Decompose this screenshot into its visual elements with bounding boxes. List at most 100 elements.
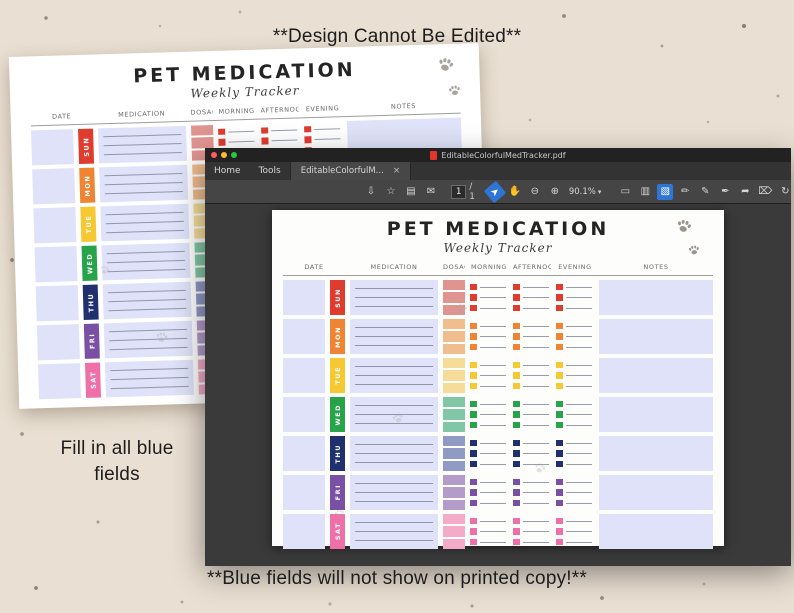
morning-checkbox[interactable]	[470, 421, 477, 429]
afternoon-checkbox[interactable]	[513, 499, 520, 507]
afternoon-checkbox[interactable]	[513, 372, 520, 379]
morning-checkbox[interactable]	[470, 528, 477, 535]
medication-field[interactable]	[350, 436, 438, 471]
evening-checkbox[interactable]	[556, 294, 563, 301]
notes-field[interactable]	[599, 436, 713, 471]
evening-checkbox[interactable]	[556, 322, 563, 330]
afternoon-checkbox[interactable]	[513, 450, 520, 457]
evening-checkbox[interactable]	[556, 489, 563, 496]
date-field[interactable]	[283, 475, 325, 510]
share-icon[interactable]: ➦	[741, 186, 750, 197]
afternoon-checkbox[interactable]	[513, 538, 520, 546]
star-icon[interactable]: ☆	[386, 186, 396, 197]
morning-checkbox[interactable]	[470, 460, 477, 468]
afternoon-checkbox[interactable]	[513, 478, 520, 486]
morning-checkbox[interactable]	[470, 478, 477, 486]
afternoon-checkbox[interactable]	[513, 411, 520, 418]
highlighter-icon[interactable]: ✎	[701, 186, 710, 197]
close-tab-icon[interactable]: ×	[392, 166, 401, 176]
morning-checkbox[interactable]	[470, 361, 477, 369]
morning-checkbox[interactable]	[470, 489, 477, 496]
afternoon-checkbox[interactable]	[513, 460, 520, 468]
close-window-button[interactable]	[211, 152, 217, 158]
evening-checkbox[interactable]	[556, 517, 563, 525]
document-tab[interactable]: EditableColorfulM... ×	[289, 162, 412, 180]
notes-field[interactable]	[599, 358, 713, 393]
afternoon-checkbox[interactable]	[513, 283, 520, 291]
evening-checkbox[interactable]	[556, 478, 563, 486]
afternoon-checkbox[interactable]	[513, 439, 520, 447]
morning-checkbox[interactable]	[470, 538, 477, 546]
evening-checkbox[interactable]	[556, 372, 563, 379]
tab-home[interactable]: Home	[214, 166, 241, 176]
evening-checkbox[interactable]	[556, 450, 563, 457]
dosage-field[interactable]	[443, 280, 465, 315]
notes-field[interactable]	[599, 514, 713, 549]
afternoon-checkbox[interactable]	[513, 322, 520, 330]
afternoon-checkbox[interactable]	[513, 333, 520, 340]
page-number-input[interactable]: 1	[451, 184, 467, 199]
delete-icon[interactable]: ⌦	[758, 186, 773, 197]
afternoon-checkbox[interactable]	[513, 361, 520, 369]
notes-field[interactable]	[599, 319, 713, 354]
morning-checkbox[interactable]	[470, 499, 477, 507]
morning-checkbox[interactable]	[470, 283, 477, 291]
medication-field[interactable]	[350, 397, 438, 432]
tab-tools[interactable]: Tools	[258, 166, 281, 176]
dosage-field[interactable]	[443, 319, 465, 354]
date-field[interactable]	[283, 280, 325, 315]
morning-checkbox[interactable]	[470, 322, 477, 330]
date-field[interactable]	[283, 514, 325, 549]
notes-field[interactable]	[599, 397, 713, 432]
scroll-view-icon[interactable]: ▥	[640, 186, 651, 197]
page-view-icon[interactable]: ▭	[620, 186, 631, 197]
dosage-field[interactable]	[443, 514, 465, 549]
zoom-out-icon[interactable]: ⊖	[530, 186, 540, 197]
rotate-icon[interactable]: ↻	[781, 186, 790, 197]
hand-tool-icon[interactable]: ✋	[508, 186, 522, 197]
comment-icon[interactable]: ✏	[681, 186, 690, 197]
evening-checkbox[interactable]	[556, 528, 563, 535]
morning-checkbox[interactable]	[470, 304, 477, 312]
email-icon[interactable]: ✉	[426, 186, 436, 197]
evening-checkbox[interactable]	[556, 333, 563, 340]
afternoon-checkbox[interactable]	[513, 294, 520, 301]
morning-checkbox[interactable]	[470, 411, 477, 418]
morning-checkbox[interactable]	[470, 343, 477, 351]
morning-checkbox[interactable]	[470, 382, 477, 390]
date-field[interactable]	[283, 358, 325, 393]
afternoon-checkbox[interactable]	[513, 382, 520, 390]
dosage-field[interactable]	[443, 358, 465, 393]
dosage-field[interactable]	[443, 436, 465, 471]
minimize-window-button[interactable]	[221, 152, 227, 158]
afternoon-checkbox[interactable]	[513, 528, 520, 535]
medication-field[interactable]	[350, 280, 438, 315]
morning-checkbox[interactable]	[470, 450, 477, 457]
medication-field[interactable]	[350, 358, 438, 393]
evening-checkbox[interactable]	[556, 499, 563, 507]
morning-checkbox[interactable]	[470, 333, 477, 340]
fullscreen-window-button[interactable]	[231, 152, 237, 158]
afternoon-checkbox[interactable]	[513, 489, 520, 496]
evening-checkbox[interactable]	[556, 283, 563, 291]
zoom-in-icon[interactable]: ⊕	[550, 186, 560, 197]
morning-checkbox[interactable]	[470, 439, 477, 447]
afternoon-checkbox[interactable]	[513, 400, 520, 408]
morning-checkbox[interactable]	[470, 372, 477, 379]
save-icon[interactable]: ⇩	[366, 186, 376, 197]
print-icon[interactable]: ▤	[406, 186, 416, 197]
evening-checkbox[interactable]	[556, 421, 563, 429]
evening-checkbox[interactable]	[556, 343, 563, 351]
afternoon-checkbox[interactable]	[513, 421, 520, 429]
evening-checkbox[interactable]	[556, 361, 563, 369]
morning-checkbox[interactable]	[470, 517, 477, 525]
evening-checkbox[interactable]	[556, 439, 563, 447]
afternoon-checkbox[interactable]	[513, 343, 520, 351]
select-tool-icon[interactable]: ➤	[483, 180, 507, 203]
evening-checkbox[interactable]	[556, 382, 563, 390]
dosage-field[interactable]	[443, 475, 465, 510]
evening-checkbox[interactable]	[556, 400, 563, 408]
date-field[interactable]	[283, 397, 325, 432]
notes-field[interactable]	[599, 475, 713, 510]
zoom-control[interactable]: 90.1% ▾	[569, 187, 602, 197]
